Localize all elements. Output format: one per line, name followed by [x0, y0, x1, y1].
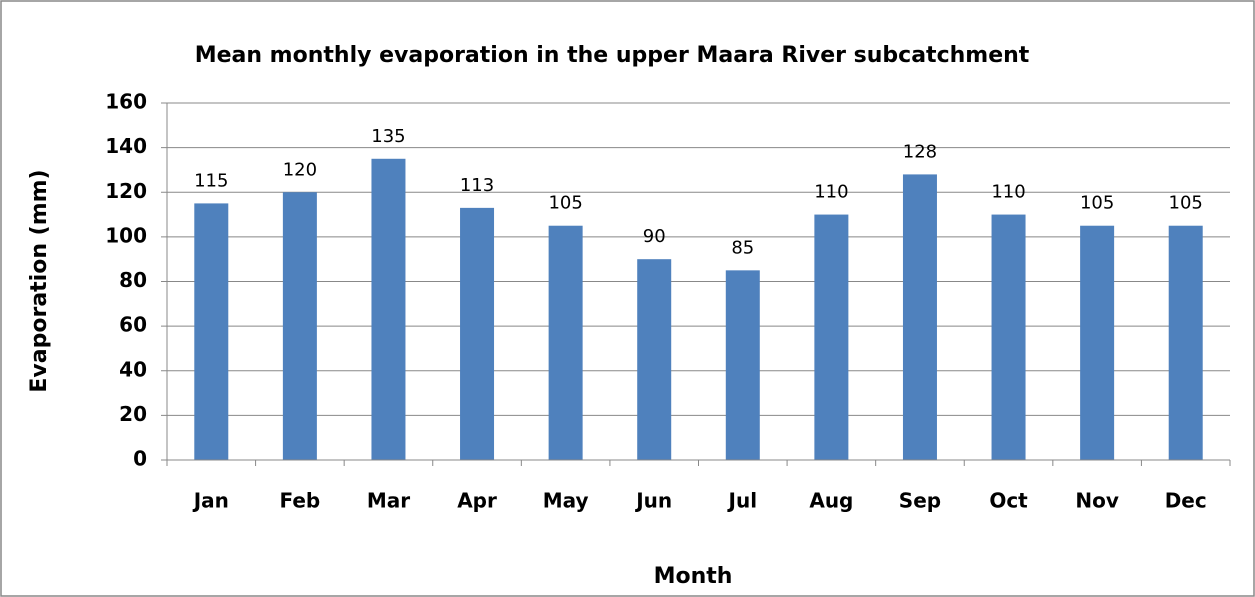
- bar: [460, 207, 495, 460]
- x-tick-label: Mar: [367, 489, 410, 513]
- x-tick-label: Jun: [634, 489, 672, 513]
- bar: [725, 270, 760, 460]
- y-tick-label: 120: [105, 179, 147, 203]
- y-tick-label: 0: [133, 447, 147, 471]
- y-tick-label: 100: [105, 223, 147, 247]
- y-tick-label: 160: [105, 90, 147, 114]
- data-label: 105: [548, 193, 582, 214]
- x-tick-label: Oct: [989, 489, 1028, 513]
- bar: [1168, 225, 1203, 460]
- data-label: 135: [371, 126, 405, 147]
- bar: [902, 174, 937, 460]
- bar: [1080, 225, 1115, 460]
- x-tick-label: Jan: [192, 489, 229, 513]
- y-tick-label: 140: [105, 134, 147, 158]
- x-tick-label: Aug: [809, 489, 853, 513]
- x-tick-label: Nov: [1075, 489, 1119, 513]
- y-tick-label: 60: [119, 313, 147, 337]
- y-axis-label: Evaporation (mm): [27, 169, 52, 392]
- data-label: 115: [194, 170, 228, 191]
- bar: [371, 158, 406, 460]
- bar: [282, 192, 317, 460]
- x-tick-label: Dec: [1165, 489, 1207, 513]
- data-label: 110: [991, 182, 1025, 203]
- data-label: 128: [903, 141, 937, 162]
- y-tick-label: 20: [119, 402, 147, 426]
- x-tick-label: Sep: [899, 489, 941, 513]
- x-tick-label: May: [543, 489, 589, 513]
- x-tick-label: Jul: [727, 489, 758, 513]
- data-label: 113: [460, 175, 494, 196]
- y-tick-label: 40: [119, 357, 147, 381]
- x-tick-label: Feb: [280, 489, 321, 513]
- y-tick-label: 80: [119, 268, 147, 292]
- bar: [194, 203, 229, 460]
- x-axis-label: Month: [654, 564, 733, 589]
- bar: [637, 259, 672, 460]
- data-label: 105: [1169, 193, 1203, 214]
- data-label: 120: [283, 159, 317, 180]
- bar: [814, 214, 849, 460]
- x-tick-label: Apr: [457, 489, 497, 513]
- data-label: 90: [643, 226, 666, 247]
- data-label: 85: [731, 237, 754, 258]
- data-label: 105: [1080, 193, 1114, 214]
- bar: [548, 225, 583, 460]
- chart-title: Mean monthly evaporation in the upper Ma…: [195, 43, 1030, 68]
- bar: [991, 214, 1026, 460]
- data-label: 110: [814, 182, 848, 203]
